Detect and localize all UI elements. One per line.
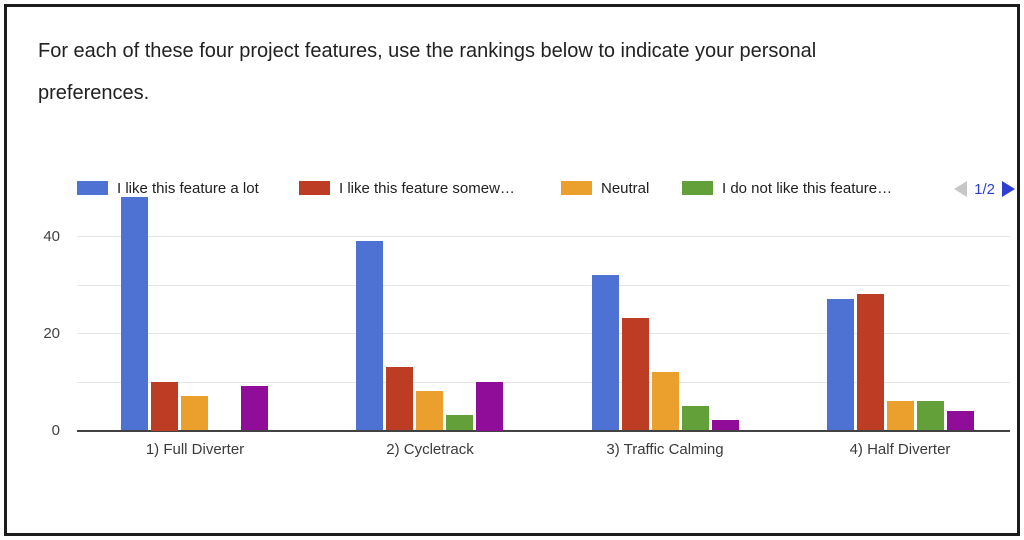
question-title: For each of these four project features,… [38,40,817,104]
legend-prev-icon[interactable] [954,181,968,197]
x-axis-category-label: 1) Full Diverter [145,441,245,458]
bar [476,382,503,431]
legend-swatch-icon [561,181,592,195]
gridline [77,236,1010,237]
legend-item-label: I like this feature somew… [339,179,515,197]
bar [181,396,208,430]
gridline [77,382,1010,383]
x-axis-category-label: 2) Cycletrack [386,441,474,458]
legend-item: I like this feature a lot [77,179,259,197]
legend-swatch-icon [682,181,713,195]
y-axis-tick-label: 20 [43,325,60,342]
legend-pagination: 1/2 [954,180,1015,198]
x-axis-category-label: 4) Half Diverter [849,441,951,458]
question-card [4,4,1020,536]
bar [712,420,739,430]
x-axis-line [77,430,1010,432]
gridline [77,333,1010,334]
legend-item: I like this feature somew… [299,179,515,197]
legend-item-label: I do not like this feature… [722,179,893,197]
bar [356,241,383,430]
bar [241,386,268,430]
legend-item: I do not like this feature… [682,179,892,197]
x-axis-category-label: 3) Traffic Calming [606,441,724,458]
legend-next-icon[interactable] [1002,181,1015,197]
legend-item-label: I like this feature a lot [117,179,259,197]
legend-swatch-icon [299,181,330,195]
y-axis-tick-label: 0 [51,422,60,439]
bar [416,391,443,430]
legend-item-label: Neutral [601,179,650,197]
legend-page-indicator: 1/2 [974,180,995,198]
bar [917,401,944,430]
bar [446,415,473,430]
bar [652,372,679,430]
bar [151,382,178,431]
bar [682,406,709,430]
bar [622,318,649,430]
bar [857,294,884,430]
legend-item: Neutral [561,179,649,197]
gridline [77,285,1010,286]
bar [592,275,619,430]
bar [827,299,854,430]
legend-swatch-icon [77,181,108,195]
bar [887,401,914,430]
bar [947,411,974,430]
bar [386,367,413,430]
y-axis-tick-label: 40 [43,228,60,245]
bar [121,197,148,430]
